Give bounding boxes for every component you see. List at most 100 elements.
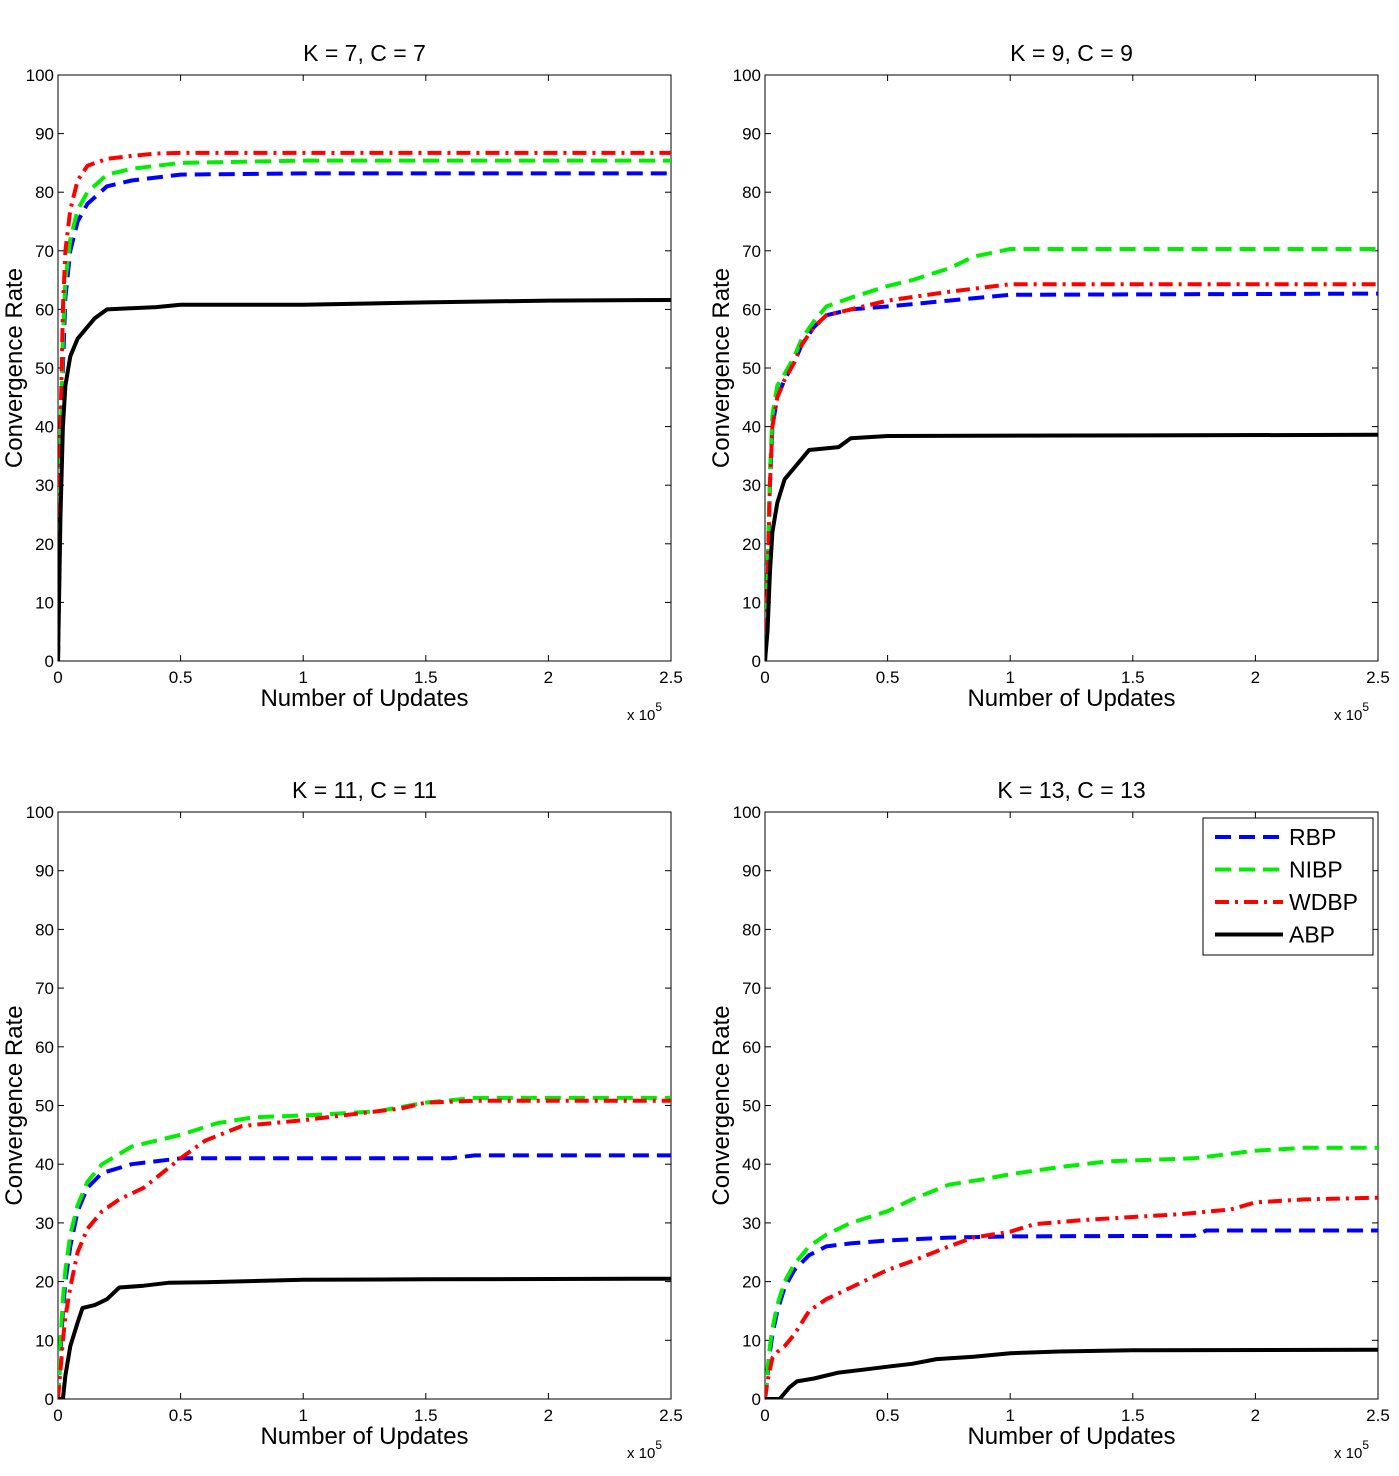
x-tick-label: 1.5 bbox=[1121, 668, 1145, 687]
y-tick-label: 40 bbox=[35, 418, 54, 437]
legend: RBP NIBP WDBP ABP bbox=[1202, 817, 1374, 956]
y-tick-label: 10 bbox=[35, 593, 54, 612]
y-tick-label: 70 bbox=[742, 979, 761, 998]
y-tick-label: 60 bbox=[35, 1038, 54, 1057]
series-line-nibp bbox=[765, 1145, 1378, 1399]
y-tick-label: 30 bbox=[742, 1214, 761, 1233]
plot-area bbox=[57, 811, 672, 1400]
y-tick-label: 60 bbox=[35, 300, 54, 319]
x-tick-label: 0 bbox=[53, 668, 62, 687]
y-tick-label: 0 bbox=[45, 1390, 54, 1409]
y-tick-label: 40 bbox=[742, 418, 761, 437]
y-tick-label: 20 bbox=[742, 535, 761, 554]
x-tick-label: 1 bbox=[1005, 668, 1014, 687]
y-tick-label: 20 bbox=[35, 535, 54, 554]
x-tick-label: 1.5 bbox=[414, 1406, 438, 1425]
y-tick-label: 0 bbox=[45, 652, 54, 671]
y-axis-label: Convergence Rate bbox=[1, 268, 28, 468]
y-tick-label: 80 bbox=[742, 920, 761, 939]
x-tick-label: 1 bbox=[298, 668, 307, 687]
series-line-abp bbox=[58, 298, 671, 661]
y-tick-label: 50 bbox=[742, 359, 761, 378]
chart-title: K = 13, C = 13 bbox=[997, 777, 1145, 803]
series-line-abp bbox=[765, 1347, 1378, 1399]
plot-area bbox=[57, 74, 672, 662]
y-tick-label: 70 bbox=[742, 242, 761, 261]
x-axis-multiplier: x 105 bbox=[1334, 700, 1369, 724]
legend-label-rbp: RBP bbox=[1289, 824, 1336, 850]
x-axis-label: Number of Updates bbox=[260, 685, 468, 712]
y-tick-label: 70 bbox=[35, 979, 54, 998]
x-tick-label: 0 bbox=[760, 668, 769, 687]
y-tick-label: 30 bbox=[35, 1214, 54, 1233]
y-tick-label: 20 bbox=[742, 1273, 761, 1292]
y-tick-label: 0 bbox=[752, 1390, 761, 1409]
x-tick-label: 0 bbox=[53, 1406, 62, 1425]
series-line-wdbp bbox=[765, 282, 1378, 661]
chart-panel-3: 0 10 20 30 40 50 60 70 80 90 100 0 0.5 1 1.5 2 2.5 K = 11… bbox=[1, 777, 683, 1462]
y-tick-label: 70 bbox=[35, 242, 54, 261]
x-tick-label: 1 bbox=[298, 1406, 307, 1425]
x-tick-label: 2.5 bbox=[1366, 668, 1390, 687]
plot-area bbox=[764, 74, 1379, 662]
x-axis-multiplier: x 105 bbox=[1334, 1438, 1369, 1462]
y-tick-label: 60 bbox=[742, 1038, 761, 1057]
x-tick-label: 0.5 bbox=[876, 1406, 900, 1425]
series-line-wdbp bbox=[58, 1098, 671, 1399]
y-tick-label: 40 bbox=[35, 1155, 54, 1174]
y-axis-label: Convergence Rate bbox=[1, 1005, 28, 1205]
y-tick-label: 10 bbox=[35, 1331, 54, 1350]
x-tick-label: 1.5 bbox=[414, 668, 438, 687]
chart-panel-1: 0 10 20 30 40 50 60 70 80 90 100 0 0.5 1 1.5 2 2.5 K = 7,… bbox=[1, 40, 683, 724]
x-tick-label: 2.5 bbox=[1366, 1406, 1390, 1425]
x-tick-label: 0 bbox=[760, 1406, 769, 1425]
legend-box bbox=[1202, 817, 1374, 956]
y-axis-label: Convergence Rate bbox=[708, 1005, 735, 1205]
series-line-abp bbox=[765, 432, 1378, 661]
x-tick-label: 2 bbox=[1251, 1406, 1260, 1425]
legend-label-nibp: NIBP bbox=[1289, 857, 1343, 883]
y-tick-label: 90 bbox=[35, 125, 54, 144]
y-tick-label: 50 bbox=[35, 1097, 54, 1116]
x-tick-label: 2 bbox=[544, 1406, 553, 1425]
y-tick-label: 40 bbox=[742, 1155, 761, 1174]
y-tick-label: 100 bbox=[26, 66, 54, 85]
y-tick-label: 80 bbox=[35, 183, 54, 202]
y-tick-label: 60 bbox=[742, 300, 761, 319]
x-axis-label: Number of Updates bbox=[260, 1423, 468, 1450]
series-line-wdbp bbox=[58, 150, 671, 661]
y-tick-label: 80 bbox=[35, 920, 54, 939]
y-axis-label: Convergence Rate bbox=[708, 268, 735, 468]
x-axis-multiplier: x 105 bbox=[627, 700, 662, 724]
x-tick-label: 2 bbox=[544, 668, 553, 687]
y-tick-label: 50 bbox=[35, 359, 54, 378]
y-tick-label: 90 bbox=[742, 862, 761, 881]
x-axis-multiplier: x 105 bbox=[627, 1438, 662, 1462]
y-tick-label: 100 bbox=[733, 803, 761, 822]
series-line-wdbp bbox=[765, 1195, 1378, 1399]
x-tick-label: 1.5 bbox=[1121, 1406, 1145, 1425]
legend-label-wdbp: WDBP bbox=[1289, 889, 1358, 915]
y-tick-label: 90 bbox=[742, 125, 761, 144]
chart-panel-4: 0 10 20 30 40 50 60 70 80 90 100 0 0.5 1 1.5 2 2.5 K = 13… bbox=[708, 777, 1390, 1462]
x-tick-label: 0.5 bbox=[876, 668, 900, 687]
series-line-nibp bbox=[765, 247, 1378, 661]
x-tick-label: 2.5 bbox=[659, 1406, 683, 1425]
y-tick-label: 30 bbox=[35, 476, 54, 495]
x-tick-label: 2 bbox=[1251, 668, 1260, 687]
legend-label-abp: ABP bbox=[1289, 922, 1335, 948]
y-tick-label: 30 bbox=[742, 476, 761, 495]
chart-title: K = 11, C = 11 bbox=[292, 777, 437, 803]
x-axis-label: Number of Updates bbox=[967, 685, 1175, 712]
x-tick-label: 0.5 bbox=[169, 668, 193, 687]
x-axis-label: Number of Updates bbox=[967, 1423, 1175, 1450]
y-tick-label: 50 bbox=[742, 1097, 761, 1116]
x-tick-label: 0.5 bbox=[169, 1406, 193, 1425]
chart-title: K = 7, C = 7 bbox=[303, 40, 426, 66]
chart-panel-2: 0 10 20 30 40 50 60 70 80 90 100 0 0.5 1 1.5 2 2.5 K = 9,… bbox=[708, 40, 1390, 724]
chart-title: K = 9, C = 9 bbox=[1010, 40, 1133, 66]
y-tick-label: 10 bbox=[742, 1331, 761, 1350]
y-tick-label: 20 bbox=[35, 1273, 54, 1292]
x-tick-label: 2.5 bbox=[659, 668, 683, 687]
y-tick-label: 100 bbox=[26, 803, 54, 822]
